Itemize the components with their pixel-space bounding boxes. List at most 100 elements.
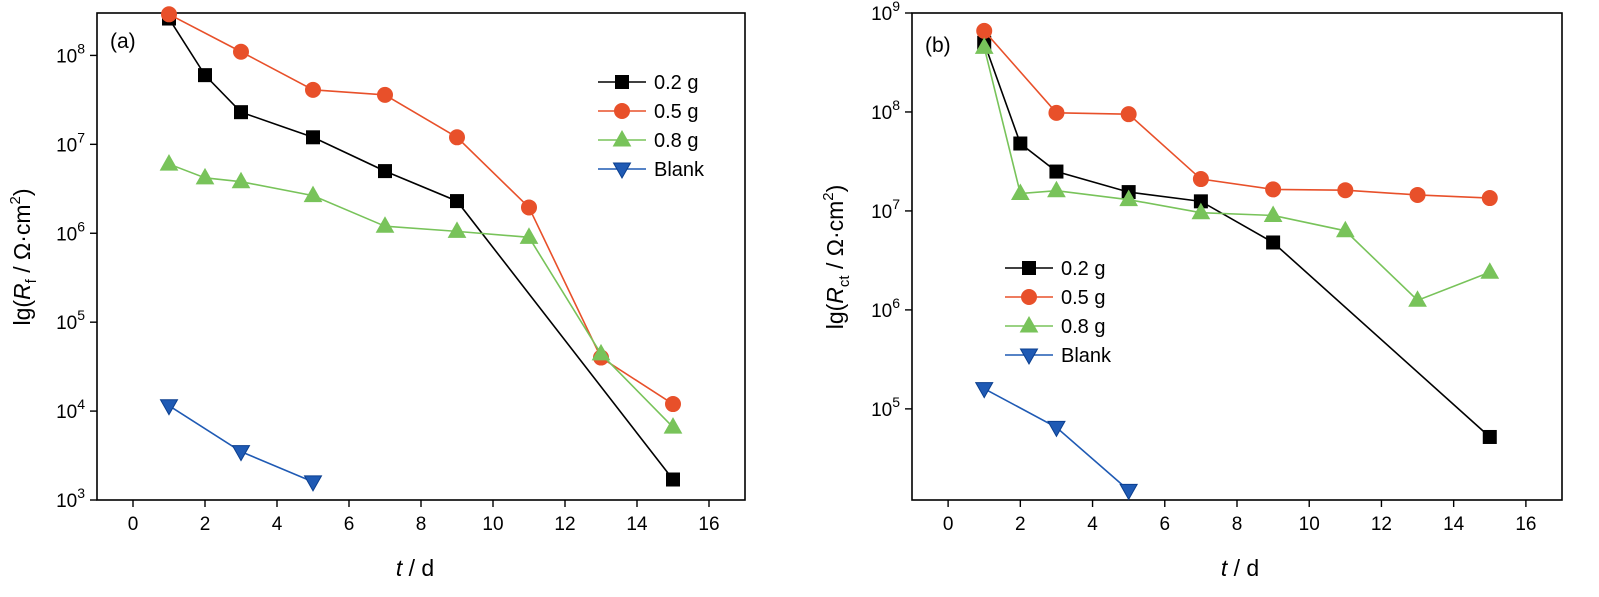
data-point (1013, 136, 1028, 151)
y-axis-label: lg(Rct / Ω·cm2) (820, 185, 853, 330)
plot-frame (96, 12, 746, 501)
series-blank (974, 382, 1139, 501)
data-point (666, 472, 680, 487)
x-tick-label: 16 (698, 514, 719, 535)
x-tick-label: 12 (1371, 514, 1392, 535)
legend-label: 0.8 g (1061, 316, 1105, 338)
data-point (1120, 106, 1137, 123)
data-point (976, 22, 993, 39)
data-point (1480, 262, 1500, 279)
y-tick-exponent: 8 (892, 97, 900, 113)
data-point (375, 216, 395, 233)
y-tick-base: 10 (871, 301, 892, 322)
y-axis-suffix: ) (822, 185, 848, 193)
data-point (974, 382, 994, 399)
x-tick-label: 16 (1515, 514, 1536, 535)
legend-label: 0.5 g (654, 101, 698, 123)
data-point (591, 343, 611, 361)
legend-label: Blank (654, 159, 705, 181)
data-point (234, 105, 248, 120)
x-tick-label: 10 (1299, 514, 1320, 535)
x-axis-symbol: t (396, 555, 404, 581)
data-point (198, 68, 212, 83)
data-point (449, 129, 465, 146)
y-tick-label: 108 (56, 40, 85, 67)
y-axis-symbol: R (822, 287, 848, 304)
data-point (1010, 183, 1030, 201)
data-point (161, 6, 177, 23)
x-tick-label: 2 (200, 514, 211, 535)
x-tick-label: 0 (128, 514, 139, 535)
y-tick-exponent: 6 (77, 218, 85, 234)
data-point (1337, 182, 1354, 199)
legend-marker (614, 103, 630, 119)
data-point (519, 227, 539, 244)
y-tick-base: 10 (56, 491, 77, 512)
series-line (168, 18, 674, 480)
y-tick-label: 104 (56, 396, 85, 423)
data-point (663, 417, 683, 434)
y-tick-label: 105 (56, 307, 85, 334)
legend-label: Blank (1061, 345, 1112, 367)
x-axis-label: t / d (396, 555, 434, 581)
y-tick-base: 10 (56, 224, 77, 245)
data-point (447, 221, 467, 238)
data-point (450, 194, 464, 209)
data-point (1263, 205, 1283, 222)
x-axis-unit: / d (1227, 555, 1259, 581)
x-axis-unit: / d (402, 555, 434, 581)
legend-marker (1022, 261, 1036, 275)
data-point (665, 396, 681, 413)
y-tick-label: 109 (871, 0, 900, 25)
y-tick-label: 106 (871, 295, 900, 322)
y-tick-exponent: 3 (77, 485, 85, 501)
data-point (306, 130, 320, 145)
y-axis-superscript: 2 (820, 192, 837, 200)
y-tick-base: 10 (871, 202, 892, 223)
legend-marker (1019, 315, 1039, 333)
data-point (378, 164, 392, 179)
y-tick-exponent: 5 (77, 307, 85, 323)
y-axis-unit: / Ω·cm (822, 201, 848, 276)
data-point (159, 399, 179, 416)
y-tick-base: 10 (871, 103, 892, 124)
y-tick-exponent: 8 (77, 40, 85, 56)
y-tick-exponent: 5 (892, 394, 900, 410)
series-0-8-g (974, 37, 1500, 307)
y-axis-suffix: ) (9, 188, 35, 196)
data-point (1481, 190, 1498, 207)
x-tick-label: 8 (1232, 514, 1243, 535)
data-point (1119, 189, 1139, 207)
y-tick-base: 10 (871, 4, 892, 25)
series-line (168, 405, 314, 483)
x-tick-label: 8 (416, 514, 427, 535)
data-point (303, 185, 323, 203)
data-point (159, 154, 179, 171)
legend-marker (612, 129, 632, 147)
data-point (231, 171, 251, 189)
y-axis-subscript: f (23, 278, 40, 283)
legend-label: 0.5 g (1061, 287, 1105, 309)
data-point (1047, 420, 1066, 438)
x-tick-label: 2 (1015, 514, 1026, 535)
x-axis-symbol: t (1221, 555, 1229, 581)
y-axis-superscript: 2 (7, 196, 24, 204)
series-0-8-g (159, 154, 683, 434)
x-tick-label: 4 (272, 514, 283, 535)
data-point (1048, 104, 1065, 121)
y-tick-label: 107 (871, 196, 900, 223)
series-0-2-g (977, 35, 1497, 444)
x-tick-label: 6 (344, 514, 355, 535)
data-point (305, 81, 321, 98)
series-0-5-g (976, 22, 1498, 207)
series-0-2-g (162, 11, 680, 487)
data-point (974, 37, 994, 54)
x-tick-label: 4 (1087, 514, 1098, 535)
panel-label: (a) (110, 30, 136, 53)
data-point (1408, 290, 1427, 307)
panel-label: (b) (925, 34, 951, 57)
legend-marker (1019, 348, 1039, 366)
y-tick-exponent: 9 (892, 0, 900, 14)
